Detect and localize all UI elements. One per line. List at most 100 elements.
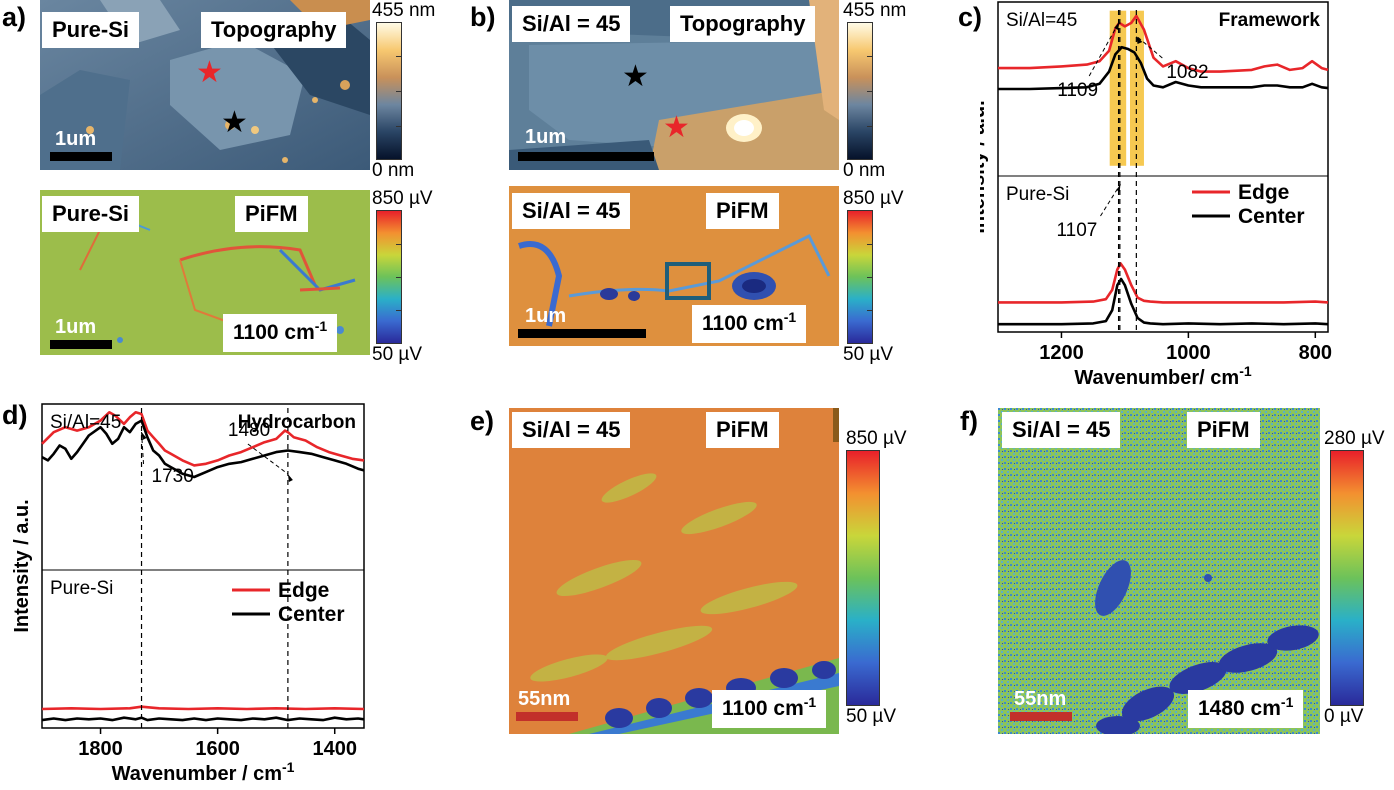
peak-label-1107: 1107	[1056, 220, 1097, 241]
series-line-center-1	[998, 277, 1329, 326]
panel-d-chart: Si/Al=45 1730 1480 Pure-Si Hydrocarbon EdgeCe…	[11, 403, 365, 785]
panel-b-pifm-wavenumber: 1100 cm	[702, 312, 784, 335]
panel-c-chart: Si/Al=45 1109 1082 Pure-Si 1107 Framework Edge…	[980, 1, 1332, 389]
panel-d-label: d)	[2, 400, 28, 430]
y-axis-label: Intensity / a.u.	[11, 499, 33, 632]
legend-label-edge: Edge	[1238, 181, 1289, 204]
series-line-edge-0	[998, 14, 1329, 73]
peak-arrow-1082	[1136, 35, 1163, 59]
y-axis-label: Intensity / a.u.	[980, 100, 989, 233]
x-tick-label-1800: 1800	[78, 738, 123, 760]
panel-a-pifm-cb-min: 50 µV	[372, 344, 423, 365]
series-line-center-0	[41, 419, 365, 479]
x-tick-label-1200: 1200	[1039, 342, 1084, 364]
panel-e-pifm-map	[509, 408, 839, 734]
panel-b-pifm-scale-bar	[518, 329, 646, 338]
subplot-name-1: Pure-Si	[50, 578, 113, 599]
x-tick-label-1000: 1000	[1166, 342, 1211, 364]
highlight-band-1	[1130, 10, 1144, 166]
x-axis-label-sup: -1	[1239, 363, 1252, 379]
panel-b-pifm-scale-text: 1um	[525, 305, 567, 327]
highlight-band-0	[1109, 10, 1127, 166]
peak-label-1082: 1082	[1166, 62, 1208, 83]
panel-b-pifm-cb-max: 850 µV	[843, 188, 904, 209]
panel-a-topo-mode-tag: Topography	[201, 12, 347, 48]
panel-a-pifm-cb-max: 850 µV	[372, 188, 433, 209]
peak-arrow-1109	[1088, 21, 1120, 77]
chart-title: Hydrocarbon	[238, 412, 356, 433]
panel-a-topo-scale-text: 1um	[55, 128, 97, 150]
panel-f-mode-tag: PiFM	[1187, 412, 1260, 448]
red-star-marker: ★	[196, 56, 223, 89]
peak-arrowhead-1107	[1116, 184, 1121, 192]
panel-a-pifm-wavenumber-tag: 1100 cm-1	[223, 314, 338, 352]
plot-frame	[997, 1, 1329, 333]
peak-arrow-1730	[141, 431, 145, 465]
peak-arrow-1480	[247, 443, 289, 475]
x-tick-label-1400: 1400	[312, 738, 357, 760]
peak-label-1730: 1730	[152, 466, 194, 487]
panel-e-wavenumber: 1100 cm	[722, 697, 804, 720]
panel-b-pifm-wn-sup: -1	[783, 309, 797, 325]
panel-a-pifm-scale-text: 1um	[55, 316, 97, 338]
x-tick-label-800: 800	[1299, 342, 1332, 364]
panel-a-pifm-mode-tag: PiFM	[235, 196, 308, 232]
panel-a-label: a)	[2, 2, 27, 32]
panel-b-pifm-sample-tag: Si/Al = 45	[512, 193, 631, 229]
panel-a-topo-cb-min: 0 nm	[372, 160, 415, 181]
panel-f-cb-min: 0 µV	[1324, 706, 1364, 727]
series-line-center-0	[998, 45, 1329, 91]
panel-b-pifm-wavenumber-tag: 1100 cm-1	[692, 305, 807, 343]
panel-b-pifm-mode-tag: PiFM	[706, 193, 779, 229]
panel-a-pifm-wn-sup: -1	[314, 318, 328, 334]
panel-a-topo-sample-tag: Pure-Si	[42, 12, 140, 48]
red-star-marker-b: ★	[663, 111, 690, 144]
panel-e-colorbar	[846, 450, 880, 706]
panel-e-cb-min: 50 µV	[846, 706, 897, 727]
panel-f-sample-tag: Si/Al = 45	[1002, 412, 1121, 448]
peak-arrowhead-1480	[287, 474, 293, 482]
panel-b-label: b)	[470, 2, 496, 32]
panel-b-topo-cb-max: 455 nm	[843, 0, 907, 21]
series-line-center-1	[41, 716, 365, 722]
panel-d-plot: Si/Al=45 1730 1480 Pure-Si Hydrocarbon EdgeCe…	[11, 403, 365, 785]
panel-b-topo-sample-tag: Si/Al = 45	[512, 6, 631, 42]
series-line-edge-0	[41, 411, 365, 467]
panel-b-pifm-cb-min: 50 µV	[843, 344, 894, 365]
subplot-name-0: Si/Al=45	[50, 412, 121, 433]
panel-e-label: e)	[470, 406, 495, 436]
peak-arrowhead-1730	[141, 432, 147, 440]
panel-f-cb-max: 280 µV	[1324, 428, 1385, 449]
panel-f-colorbar	[1330, 450, 1364, 706]
panel-f-scale-text: 55nm	[1014, 688, 1067, 710]
panel-a-pifm-scale-bar	[50, 340, 112, 349]
plot-frame	[41, 403, 365, 729]
panel-b-topo-cb-min: 0 nm	[843, 160, 886, 181]
panel-e-scale-bar	[516, 712, 578, 721]
panel-c-label: c)	[958, 2, 983, 32]
x-tick-label-1600: 1600	[195, 738, 240, 760]
panel-b-topo-scale-bar	[518, 152, 654, 161]
legend-label-center: Center	[1238, 205, 1305, 228]
subplot-name-1: Pure-Si	[1006, 184, 1069, 205]
black-star-marker-b: ★	[622, 60, 649, 93]
chart-title: Framework	[1219, 10, 1321, 31]
panel-a-topo-cb-max: 455 nm	[372, 0, 436, 21]
panel-b-topo-scale-text: 1um	[525, 126, 567, 148]
panel-a-topo-scale-bar	[50, 152, 112, 161]
panel-f-wn-sup: -1	[1280, 694, 1294, 710]
series-line-edge-1	[998, 262, 1329, 304]
panel-c-plot: Si/Al=45 1109 1082 Pure-Si 1107 Framework Edge…	[980, 1, 1332, 389]
legend-label-edge: Edge	[278, 579, 329, 602]
x-axis-label: Wavenumber/ cm-1	[1074, 363, 1252, 389]
panel-e-sample-tag: Si/Al = 45	[512, 412, 631, 448]
panel-a-pifm-wavenumber: 1100 cm	[233, 321, 315, 344]
x-axis-label-sup: -1	[282, 759, 295, 775]
legend-label-center: Center	[278, 603, 345, 626]
panel-f-wavenumber: 1480 cm	[1198, 697, 1281, 720]
peak-arrowhead-1082	[1136, 36, 1143, 44]
x-axis-label: Wavenumber / cm-1	[112, 759, 295, 785]
panel-b-topo-mode-tag: Topography	[670, 6, 816, 42]
black-star-marker: ★	[221, 106, 248, 139]
panel-f-label: f)	[960, 406, 978, 436]
